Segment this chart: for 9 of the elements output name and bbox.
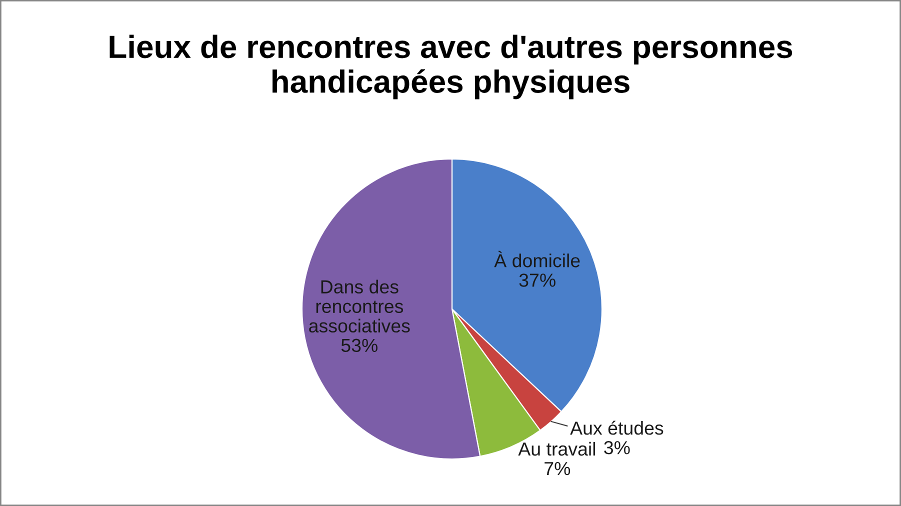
chart-title: Lieux de rencontres avec d'autres personnes handicapées physiques (110, 34, 792, 100)
data-label: 37% (519, 274, 556, 287)
slice-label: Dans des rencontres associatives (309, 280, 410, 333)
data-label: 3% (604, 441, 630, 454)
data-label: 7% (544, 462, 570, 476)
slice-label: Aux études (570, 420, 664, 435)
slice-label: À domicile (494, 250, 580, 268)
data-label: 53% (341, 338, 378, 352)
slice-label: Au travail (518, 442, 596, 456)
